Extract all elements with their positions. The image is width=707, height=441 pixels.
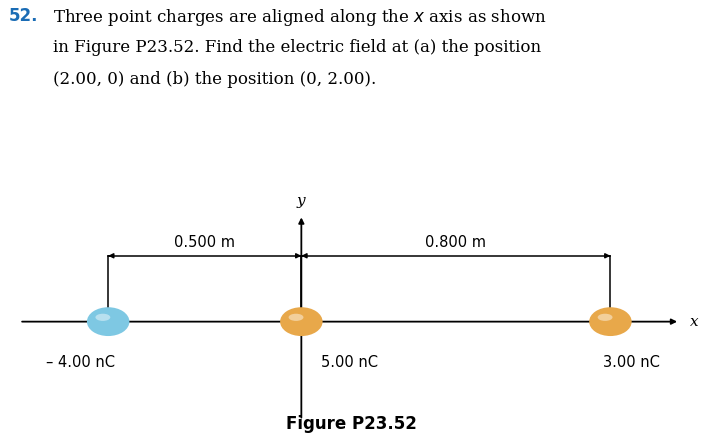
Ellipse shape (95, 314, 110, 321)
Ellipse shape (597, 314, 612, 321)
Ellipse shape (288, 314, 303, 321)
Text: 52.: 52. (8, 7, 38, 25)
Text: 3.00 nC: 3.00 nC (602, 355, 660, 370)
Text: – 4.00 nC: – 4.00 nC (47, 355, 115, 370)
Text: y: y (297, 194, 305, 209)
Text: 5.00 nC: 5.00 nC (321, 355, 378, 370)
Text: Three point charges are aligned along the $x$ axis as shown: Three point charges are aligned along th… (53, 7, 547, 28)
Ellipse shape (589, 307, 631, 336)
Text: (2.00, 0) and (b) the position (0, 2.00).: (2.00, 0) and (b) the position (0, 2.00)… (53, 71, 376, 88)
Ellipse shape (87, 307, 129, 336)
Text: x: x (689, 314, 699, 329)
Text: 0.800 m: 0.800 m (426, 235, 486, 250)
Text: 0.500 m: 0.500 m (174, 235, 235, 250)
Ellipse shape (280, 307, 322, 336)
Text: in Figure P23.52. Find the electric field at (a) the position: in Figure P23.52. Find the electric fiel… (53, 39, 541, 56)
Text: Figure P23.52: Figure P23.52 (286, 415, 417, 433)
